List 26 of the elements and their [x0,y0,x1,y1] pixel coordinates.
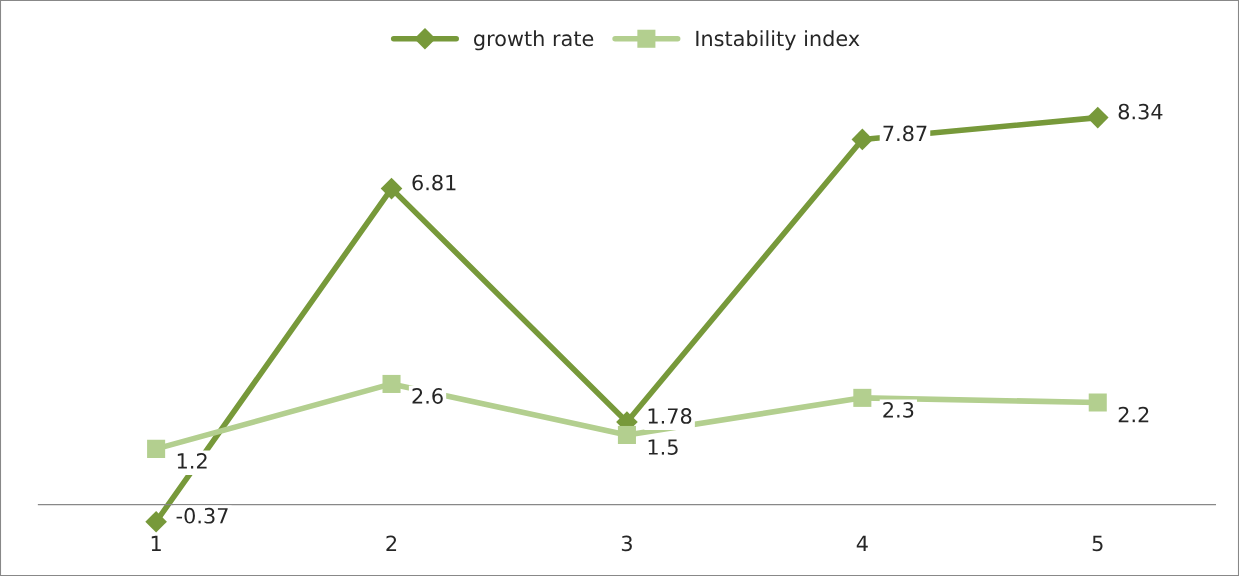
data-label: -0.37 [176,507,228,524]
x-tick-label: 3 [621,535,632,552]
data-label: 6.81 [412,174,456,191]
x-tick-label: 1 [151,535,161,551]
data-label: 1.2 [177,453,207,469]
point [1088,393,1107,412]
point [853,388,872,407]
point [380,177,403,200]
x-tick-label: 2 [386,535,397,551]
point [617,425,636,445]
data-label: 2.3 [883,402,914,418]
legend-label: growth rate [474,30,594,51]
data-label: 7.87 [883,125,927,142]
point [145,510,167,533]
x-tick-label: 4 [856,535,868,551]
x-tick-label: 5 [1092,535,1103,552]
point [851,128,874,151]
data-label: 8.34 [1118,103,1163,120]
point [382,374,401,393]
data-label: 2.2 [1118,406,1149,423]
data-label: 1.78 [648,408,692,424]
legend-label: Instability index [696,30,860,51]
point [1086,106,1109,129]
point [147,439,166,458]
data-label: 2.6 [412,388,443,404]
data-label: 1.5 [648,439,678,455]
